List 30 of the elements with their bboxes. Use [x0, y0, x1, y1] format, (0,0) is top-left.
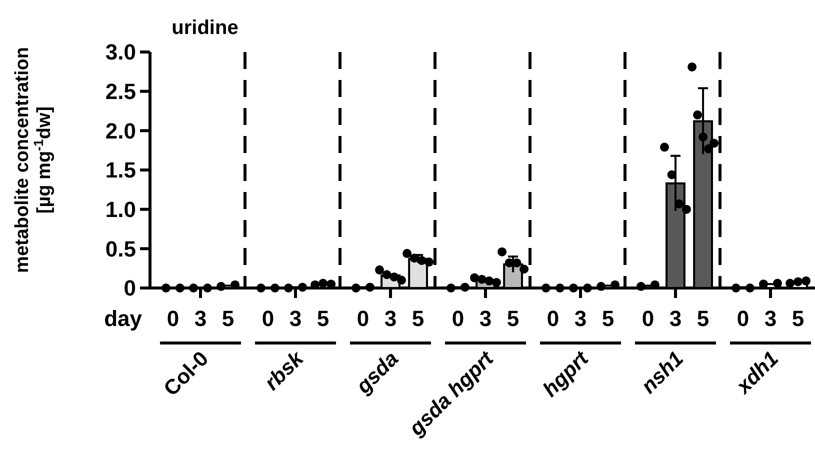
x-tick-label: 5 [506, 306, 520, 331]
x-tick-label: 5 [792, 306, 804, 331]
x-tick-label: 3 [574, 306, 587, 331]
x-tick-label: 0 [356, 306, 370, 331]
y-tick-label: 1.0 [105, 197, 136, 222]
x-tick-label: 3 [479, 306, 492, 331]
y-tick-label: 2.5 [105, 79, 136, 104]
x-tick-label: 3 [669, 306, 682, 331]
x-tick-label: 5 [222, 306, 234, 331]
x-tick-label: 5 [696, 306, 710, 331]
x-tick-label: 3 [384, 306, 397, 331]
y-tick-label: 0.5 [105, 236, 136, 262]
x-tick-label: 0 [642, 306, 654, 331]
x-tick-label: 0 [452, 306, 464, 331]
y-tick-label: 2.0 [105, 118, 136, 144]
x-tick-label: 5 [316, 306, 330, 331]
text: day [104, 306, 143, 331]
x-tick-label: 0 [736, 306, 750, 331]
x-tick-label: 3 [764, 306, 777, 331]
x-tick-label: 0 [166, 306, 180, 331]
x-tick-label: 5 [602, 306, 614, 331]
x-tick-label: 3 [289, 306, 302, 331]
y-tick-label: 1.5 [105, 158, 136, 183]
y-tick-label: 3.0 [105, 40, 136, 65]
x-tick-label: 0 [546, 306, 560, 331]
x-tick-label: 3 [194, 306, 207, 331]
x-tick-label: 5 [412, 306, 424, 331]
chart-title: uridine [172, 17, 238, 39]
x-tick-label: 0 [262, 306, 274, 331]
y-tick-label: 0 [124, 276, 136, 301]
